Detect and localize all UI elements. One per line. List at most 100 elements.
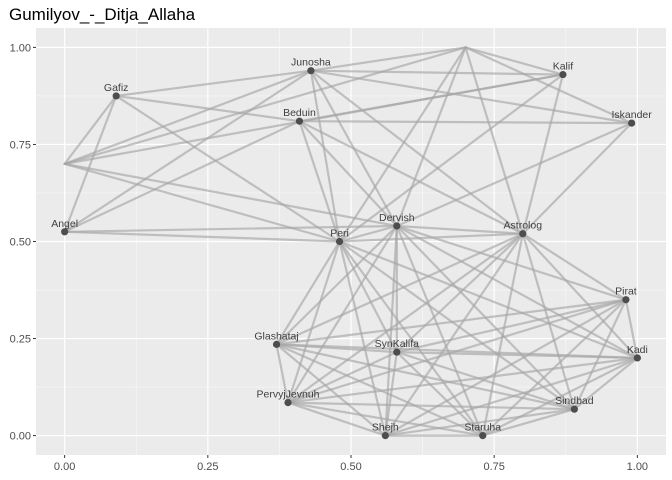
x-tick-label: 0.75: [483, 461, 504, 473]
edge-Astrolog-Kadi: [521, 232, 639, 360]
node-Kadi: [633, 354, 641, 362]
node-label-SynKalifa: SynKalifa: [375, 338, 420, 350]
node-label-Kadi: Kadi: [627, 344, 648, 356]
edge-Iskander-Astrolog: [521, 122, 633, 235]
x-tick-label: 0.00: [54, 461, 75, 473]
edge-Kalif-Astrolog: [521, 73, 565, 235]
edge-Peri-Glashataj: [275, 240, 341, 346]
edge-Peri-Astrolog: [338, 232, 524, 243]
edge-A1-Junosha: [309, 46, 467, 72]
edge-Pirat-Shejh: [384, 298, 628, 437]
y-tick-label: 0.50: [10, 237, 31, 249]
edge-Beduin-Astrolog: [298, 120, 524, 235]
edges: [63, 46, 639, 437]
y-tick-label: 0.75: [10, 139, 31, 151]
node-SynKalifa: [393, 348, 401, 356]
edge-Beduin-Kalif: [298, 73, 565, 123]
edge-Astrolog-Staruha: [481, 232, 524, 437]
node-label-Glashataj: Glashataj: [254, 330, 298, 342]
node-Peri: [335, 237, 344, 246]
edge-A1-Peri: [338, 46, 467, 243]
edge-Junosha-Astrolog: [309, 69, 524, 235]
edge-Peri-Sindbad: [338, 240, 576, 411]
edge-Glashataj-Staruha: [275, 343, 484, 437]
edge-Dervish-Astrolog: [395, 224, 524, 235]
node-Kalif: [559, 70, 567, 79]
x-tick-label: 0.25: [197, 461, 218, 473]
x-tick-label: 0.50: [340, 461, 361, 473]
node-Shejh: [381, 431, 389, 440]
edge-Junosha-Kalif: [309, 69, 565, 76]
node-labels: Gafiz Junosha Kalif Beduin Iskander Angel Derv…: [51, 57, 652, 434]
node-label-Gafiz: Gafiz: [104, 82, 129, 94]
edge-SynKalifa-Staruha: [395, 351, 484, 437]
edge-Junosha-Angel: [63, 69, 313, 233]
node-label-Peri: Peri: [330, 228, 349, 240]
edge-Kadi-Sindbad: [573, 356, 639, 411]
edge-Kadi-Shejh: [384, 356, 639, 437]
edge-Beduin-Dervish: [298, 120, 398, 228]
edge-Dervish-Kadi: [395, 224, 639, 360]
node-Sindbad: [570, 405, 578, 413]
edge-Peri-Kadi: [338, 240, 639, 360]
edge-Pirat-Kadi: [624, 298, 639, 360]
edge-Glashataj-Shejh: [275, 343, 387, 437]
node-Dervish: [393, 222, 401, 230]
edge-Shejh-Sindbad: [384, 408, 576, 437]
node-label-Beduin: Beduin: [283, 107, 316, 119]
edge-Peri-PervyjJevnuh: [286, 240, 341, 404]
node-Pirat: [622, 296, 630, 304]
x-tick-label: 1.00: [627, 461, 648, 473]
edge-SynKalifa-Shejh: [384, 351, 398, 437]
node-Astrolog: [519, 230, 527, 238]
node-label-PervyjJevnuh: PervyjJevnuh: [256, 389, 319, 401]
edge-SynKalifa-PervyjJevnuh: [286, 351, 398, 404]
edge-Beduin-Angel: [63, 120, 301, 233]
edge-Astrolog-SynKalifa: [395, 232, 524, 354]
edge-Glashataj-PervyjJevnuh: [275, 343, 290, 404]
edge-Astrolog-Glashataj: [275, 232, 524, 346]
edge-Glashataj-SynKalifa: [275, 343, 398, 354]
node-label-Astrolog: Astrolog: [504, 220, 543, 232]
y-tick-label: 1.00: [10, 42, 31, 54]
x-axis: 0.00 0.25 0.50 0.75 1.00: [54, 455, 648, 473]
edge-PervyjJevnuh-Staruha: [286, 401, 484, 437]
edge-PervyjJevnuh-Sindbad: [286, 401, 576, 411]
node-label-Sindbad: Sindbad: [555, 395, 594, 407]
node-label-Staruha: Staruha: [464, 422, 501, 434]
edge-Gafiz-Beduin: [115, 94, 301, 123]
edge-Pirat-SynKalifa: [395, 298, 628, 354]
edge-Staruha-Sindbad: [481, 408, 576, 437]
edge-Glashataj-Sindbad: [275, 343, 576, 411]
edge-A1-Dervish: [395, 46, 467, 228]
y-tick-label: 0.00: [10, 431, 31, 443]
edge-Kalif-Peri: [338, 73, 565, 243]
node-Gafiz: [112, 92, 120, 100]
node-Junosha: [307, 67, 315, 75]
edge-Junosha-Gafiz: [115, 69, 313, 98]
node-label-Pirat: Pirat: [615, 286, 637, 298]
edge-Kadi-SynKalifa: [395, 351, 639, 360]
edge-Peri-SynKalifa: [338, 240, 398, 354]
edge-Astrolog-PervyjJevnuh: [286, 232, 524, 404]
node-label-Angel: Angel: [51, 218, 78, 230]
edge-Beduin-Iskander: [298, 120, 633, 125]
edge-Beduin-Peri: [298, 120, 341, 243]
y-axis: 0.00 0.25 0.50 0.75 1.00: [10, 42, 36, 443]
edge-A1-A2: [63, 46, 467, 165]
edge-Pirat-Sindbad: [573, 298, 628, 411]
nodes: [61, 67, 641, 440]
node-Iskander: [628, 119, 636, 127]
chart-title: Gumilyov_-_Ditja_Allaha: [9, 5, 196, 24]
edge-Junosha-Peri: [309, 69, 341, 243]
y-tick-label: 0.25: [10, 334, 31, 346]
edge-Angel-Peri: [63, 230, 341, 243]
edge-Kadi-Staruha: [481, 356, 639, 437]
node-label-Kalif: Kalif: [553, 61, 574, 73]
node-label-Dervish: Dervish: [379, 212, 415, 224]
edge-Junosha-Iskander: [309, 69, 633, 125]
edge-Iskander-Dervish: [395, 122, 633, 228]
edge-Gafiz-A2: [63, 94, 118, 165]
edge-Peri-Shejh: [338, 240, 387, 437]
